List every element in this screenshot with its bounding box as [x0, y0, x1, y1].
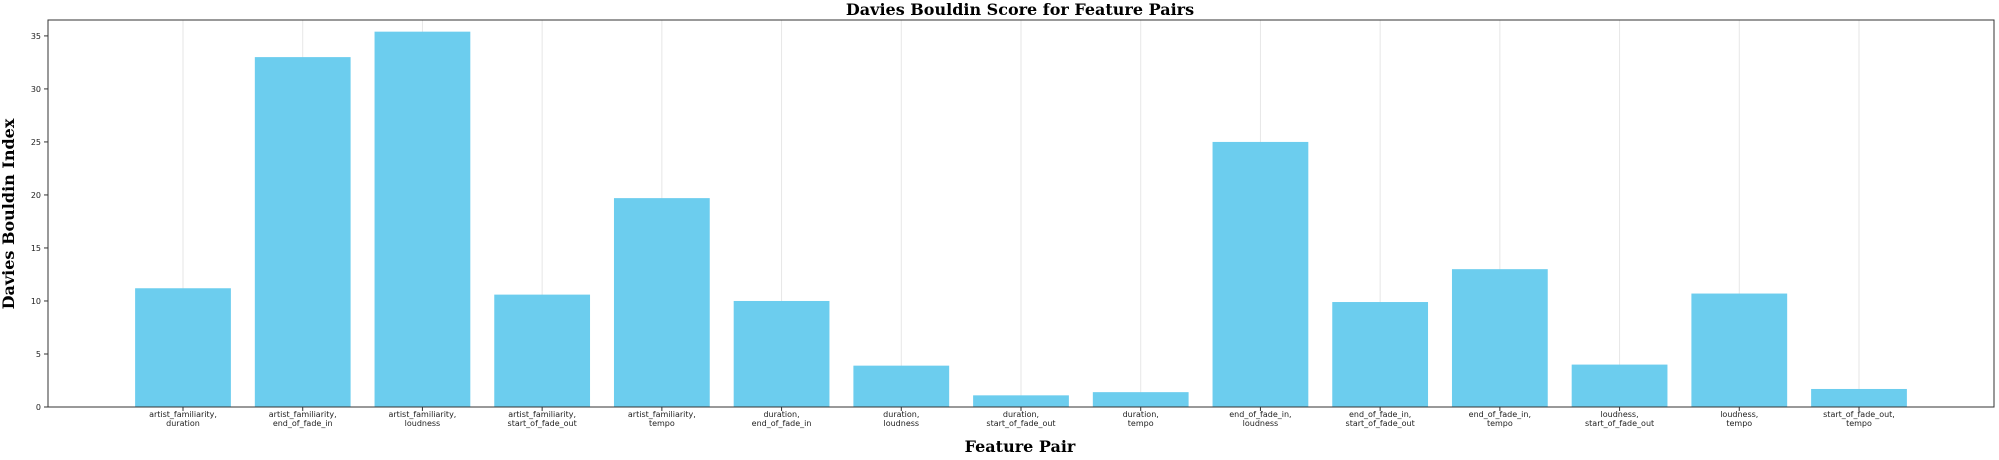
x-tick-label: end_of_fade_in, loudness — [1229, 410, 1291, 428]
bar — [1691, 293, 1788, 407]
bar — [973, 395, 1069, 407]
bar — [494, 294, 591, 407]
bar — [853, 365, 950, 407]
bar — [1092, 392, 1189, 407]
y-tick-label: 35 — [31, 32, 41, 41]
x-tick-label: artist_familiarity, tempo — [628, 410, 696, 428]
y-tick-label: 5 — [36, 350, 41, 359]
chart-title: Davies Bouldin Score for Feature Pairs — [846, 0, 1194, 19]
x-tick-label: duration, loudness — [883, 410, 919, 428]
x-axis-ticks: artist_familiarity, duration artist_famili… — [149, 407, 1895, 428]
bar — [1811, 388, 1907, 407]
x-tick-label: start_of_fade_out, tempo — [1823, 410, 1895, 428]
x-tick-label: end_of_fade_in, start_of_fade_out — [1346, 410, 1415, 428]
bar — [1332, 302, 1429, 407]
bar — [733, 300, 830, 407]
y-axis-ticks: 0 5 10 15 20 25 30 35 — [31, 32, 48, 412]
x-tick-label: artist_familiarity, end_of_fade_in — [269, 410, 337, 428]
y-axis-label: Davies Bouldin Index — [0, 118, 18, 309]
bar — [374, 31, 471, 407]
x-tick-label: artist_familiarity, start_of_fade_out — [508, 410, 577, 428]
bar — [1451, 269, 1548, 407]
x-axis-label: Feature Pair — [965, 437, 1076, 456]
bars — [135, 31, 1907, 407]
y-tick-label: 10 — [31, 297, 41, 306]
y-tick-label: 25 — [31, 138, 41, 147]
y-tick-label: 15 — [31, 244, 41, 253]
bar — [135, 288, 231, 407]
x-tick-label: artist_familiarity, loudness — [388, 410, 456, 428]
x-tick-label: loudness, tempo — [1720, 410, 1758, 428]
x-tick-label: artist_familiarity, duration — [149, 410, 217, 428]
bar — [613, 198, 710, 407]
y-tick-label: 30 — [31, 85, 41, 94]
y-tick-label: 0 — [36, 403, 41, 412]
x-tick-label: duration, start_of_fade_out — [986, 410, 1055, 428]
x-tick-label: duration, end_of_fade_in — [752, 410, 812, 428]
x-tick-label: loudness, start_of_fade_out — [1585, 410, 1654, 428]
bar — [1212, 141, 1309, 407]
x-tick-label: duration, tempo — [1123, 410, 1159, 428]
bar — [254, 57, 351, 407]
bar — [1571, 364, 1668, 407]
y-tick-label: 20 — [31, 191, 41, 200]
x-tick-label: end_of_fade_in, tempo — [1469, 410, 1531, 428]
